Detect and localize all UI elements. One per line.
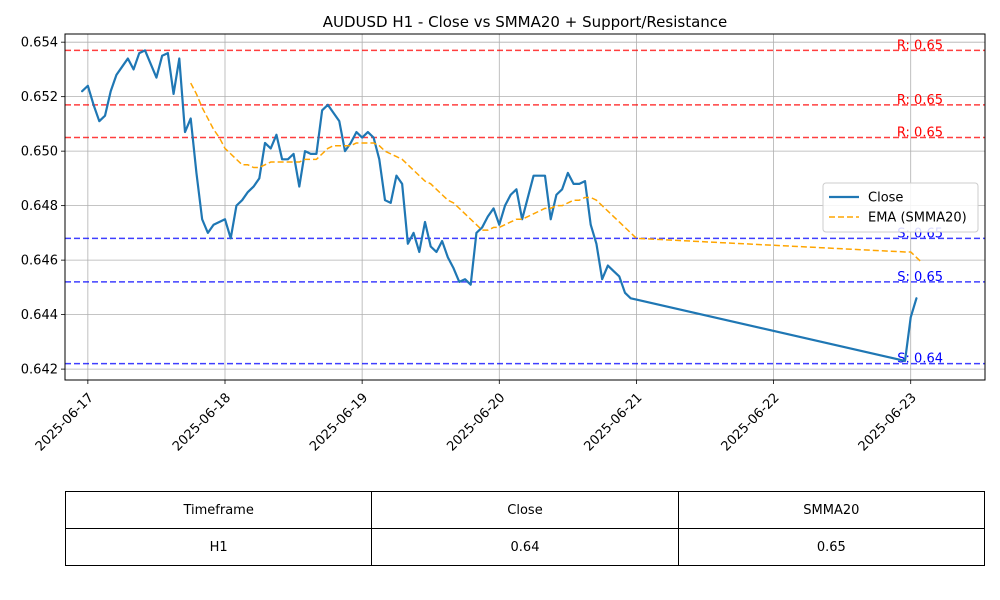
legend-box xyxy=(822,182,979,233)
legend-label: Close xyxy=(868,191,903,206)
y-tick-label: 0.654 xyxy=(21,36,58,51)
y-tick-label: 0.652 xyxy=(21,90,58,105)
y-tick-label: 0.642 xyxy=(21,363,58,378)
legend-label: EMA (SMMA20) xyxy=(868,211,967,226)
y-tick-label: 0.648 xyxy=(21,199,58,214)
table-header-timeframe: Timeframe xyxy=(64,491,373,529)
y-tick-label: 0.644 xyxy=(21,308,58,323)
summary-table: Timeframe Close SMMA20 H1 0.64 0.65 xyxy=(64,491,986,566)
x-tick-label: 2025-06-17 xyxy=(33,390,97,454)
support-label: S: 0.64 xyxy=(897,352,943,367)
series-lines xyxy=(81,49,923,363)
smma20-line xyxy=(190,82,923,264)
x-tick-label: 2025-06-21 xyxy=(581,390,645,454)
legend: Close EMA (SMMA20) xyxy=(822,182,979,233)
y-tick-label: 0.650 xyxy=(21,145,58,160)
table-cell-smma20: 0.65 xyxy=(677,528,986,566)
chart: AUDUSD H1 - Close vs SMMA20 + Support/Re… xyxy=(21,13,986,455)
table-header-row: Timeframe Close SMMA20 xyxy=(64,491,986,529)
x-tick-label: 2025-06-23 xyxy=(856,390,920,454)
table-cell-close: 0.64 xyxy=(371,528,679,566)
table-header-smma20: SMMA20 xyxy=(677,491,986,529)
chart-title: AUDUSD H1 - Close vs SMMA20 + Support/Re… xyxy=(323,13,728,31)
x-tick-label: 2025-06-18 xyxy=(170,390,234,454)
resistance-label: R: 0.65 xyxy=(897,93,943,108)
plot-area-frame xyxy=(64,33,986,381)
support-resistance-lines: R: 0.65R: 0.65R: 0.65S: 0.65S: 0.65S: 0.… xyxy=(65,38,985,367)
y-tick-label: 0.646 xyxy=(21,254,58,269)
grid xyxy=(65,34,985,380)
x-tick-label: 2025-06-19 xyxy=(307,390,371,454)
x-tick-label: 2025-06-20 xyxy=(444,390,508,454)
table-row: H1 0.64 0.65 xyxy=(64,528,986,566)
table-header-close: Close xyxy=(371,491,679,529)
axes: 2025-06-17 2025-06-18 2025-06-19 2025-06-20… xyxy=(21,36,920,455)
x-tick-label: 2025-06-22 xyxy=(719,390,783,454)
resistance-label: R: 0.65 xyxy=(897,38,943,53)
table-cell-timeframe: H1 xyxy=(64,528,373,566)
resistance-label: R: 0.65 xyxy=(897,126,943,141)
support-label: S: 0.65 xyxy=(897,270,943,285)
